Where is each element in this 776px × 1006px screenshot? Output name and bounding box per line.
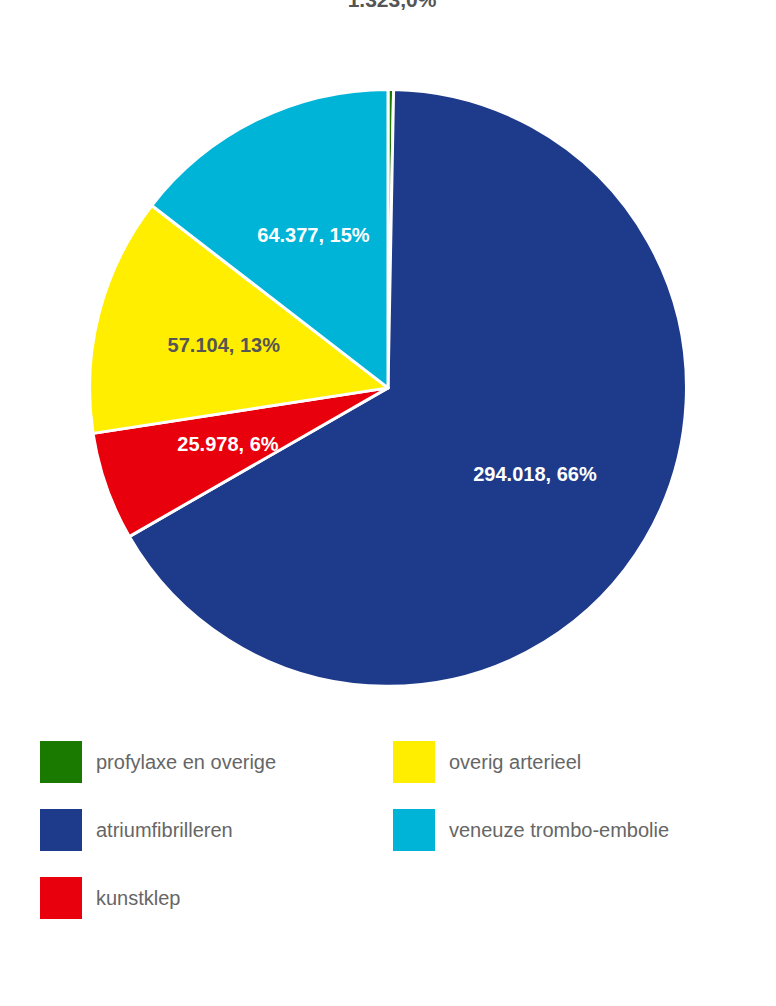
html-text:kunstklep: kunstklep bbox=[96, 886, 181, 909]
svg-text:64.377, 15%: 64.377, 15% bbox=[257, 224, 370, 246]
svg-text:57.104, 13%: 57.104, 13% bbox=[168, 334, 281, 356]
html-text:veneuze trombo-embolie: veneuze trombo-embolie bbox=[449, 818, 670, 841]
svg-text:294.018, 66%: 294.018, 66% bbox=[473, 463, 597, 485]
html-text:profylaxe en overige: profylaxe en overige bbox=[96, 750, 277, 773]
svg-text:1.323,0%: 1.323,0% bbox=[348, 0, 437, 11]
html-text:overig arterieel: overig arterieel bbox=[449, 750, 582, 773]
svg-text:25.978, 6%: 25.978, 6% bbox=[177, 433, 278, 455]
html-text:atriumfibrilleren: atriumfibrilleren bbox=[96, 818, 233, 841]
